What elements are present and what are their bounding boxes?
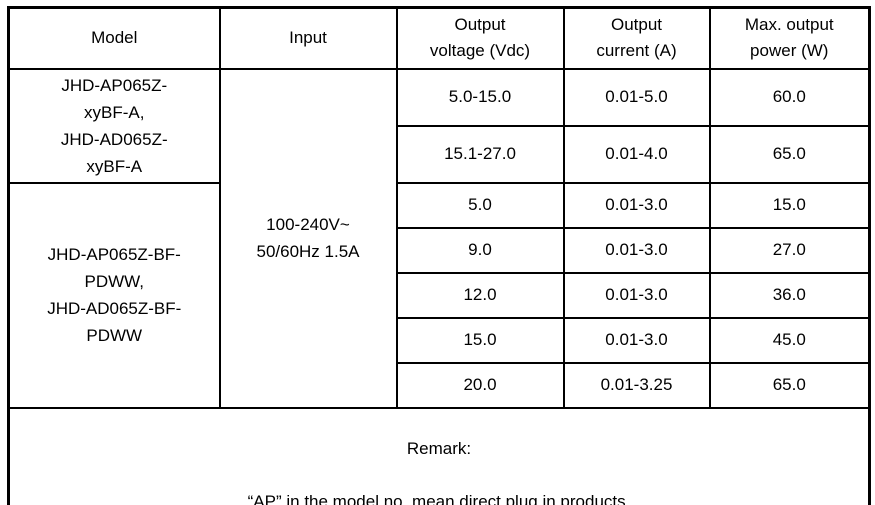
current-cell: 0.01-3.0 — [562, 271, 711, 319]
model-cell-group-2: JHD-AP065Z-BF- PDWW, JHD-AD065Z-BF- PDWW — [7, 181, 221, 409]
voltage-cell: 9.0 — [395, 226, 565, 274]
remark-cell: Remark: “AP” in the model no. mean direc… — [7, 406, 871, 505]
voltage-cell: 15.1-27.0 — [395, 124, 565, 184]
power-cell: 65.0 — [708, 361, 871, 409]
header-cell-output-current: Output current (A) — [562, 6, 711, 70]
voltage-cell: 20.0 — [395, 361, 565, 409]
current-cell: 0.01-4.0 — [562, 124, 711, 184]
power-cell: 60.0 — [708, 67, 871, 127]
input-cell: 100-240V~ 50/60Hz 1.5A — [218, 67, 398, 409]
current-cell: 0.01-3.0 — [562, 181, 711, 229]
table-row: 12.0 0.01-3.0 36.0 — [9, 271, 871, 319]
power-cell: 15.0 — [708, 181, 871, 229]
model-cell-group-1: JHD-AP065Z- xyBF-A, JHD-AD065Z- xyBF-A — [7, 67, 221, 184]
remark-label: Remark: — [406, 438, 472, 458]
header-cell-output-voltage: Output voltage (Vdc) — [395, 6, 565, 70]
voltage-cell: 5.0-15.0 — [395, 67, 565, 127]
remark-row: Remark: “AP” in the model no. mean direc… — [7, 406, 871, 505]
current-cell: 0.01-5.0 — [562, 67, 711, 127]
table-row: 9.0 0.01-3.0 27.0 — [9, 226, 871, 274]
table-row: JHD-AP065Z-BF- PDWW, JHD-AD065Z-BF- PDWW… — [7, 181, 871, 409]
table-row: 15.1-27.0 0.01-4.0 65.0 — [9, 124, 871, 184]
header-row: Model Input Output voltage (Vdc) Output … — [7, 6, 871, 70]
current-cell: 0.01-3.0 — [562, 226, 711, 274]
header-cell-input: Input — [218, 6, 398, 70]
table-row: 20.0 0.01-3.25 65.0 — [9, 361, 871, 409]
power-cell: 36.0 — [708, 271, 871, 319]
voltage-cell: 15.0 — [395, 316, 565, 364]
power-cell: 27.0 — [708, 226, 871, 274]
voltage-cell: 5.0 — [395, 181, 565, 229]
current-cell: 0.01-3.0 — [562, 316, 711, 364]
header-cell-max-output-power: Max. output power (W) — [708, 6, 871, 70]
header-cell-model: Model — [7, 6, 221, 70]
power-cell: 45.0 — [708, 316, 871, 364]
table-row: JHD-AP065Z- xyBF-A, JHD-AD065Z- xyBF-A 1… — [7, 67, 871, 409]
remark-line-ap: “AP” in the model no. mean direct plug i… — [247, 492, 631, 505]
current-cell: 0.01-3.25 — [562, 361, 711, 409]
table-row: 15.0 0.01-3.0 45.0 — [9, 316, 871, 364]
power-cell: 65.0 — [708, 124, 871, 184]
voltage-cell: 12.0 — [395, 271, 565, 319]
spec-table: Model Input Output voltage (Vdc) Output … — [7, 6, 871, 505]
